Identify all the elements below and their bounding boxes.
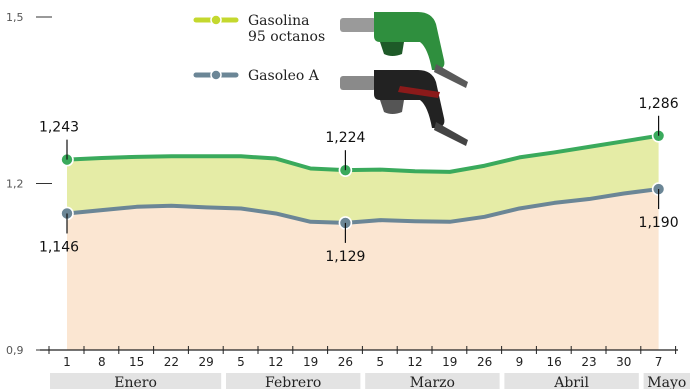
x-tick-label: 19 (303, 355, 318, 369)
x-tick-label: 19 (442, 355, 457, 369)
x-tick-label: 7 (655, 355, 663, 369)
x-tick-label: 8 (98, 355, 106, 369)
x-tick-label: 16 (547, 355, 562, 369)
x-tick-label: 1 (63, 355, 71, 369)
legend: Gasolina 95 octanos Gasoleo A (193, 13, 325, 84)
y-tick-label: 1,2 (6, 178, 24, 191)
x-tick-label: 26 (338, 355, 353, 369)
legend-gasolina-label-2: 95 octanos (248, 29, 325, 45)
data-label: 1,286 (639, 96, 679, 112)
legend-gasolina-label-1: Gasolina (248, 13, 309, 29)
y-tick-label: 0,9 (6, 344, 24, 357)
data-label: 1,190 (639, 215, 679, 231)
x-tick-label: 15 (129, 355, 144, 369)
month-band (504, 373, 639, 389)
month-label: Marzo (410, 375, 455, 389)
x-tick-label: 30 (616, 355, 631, 369)
area-below-gasoleo (67, 189, 659, 350)
month-label: Enero (114, 375, 157, 389)
x-tick-label: 5 (237, 355, 245, 369)
legend-gasolina-marker (210, 14, 222, 26)
fuel-nozzle-black-icon (340, 70, 468, 146)
fuel-nozzle-green-icon (340, 12, 468, 88)
x-tick-label: 26 (477, 355, 492, 369)
month-band (643, 373, 690, 389)
y-tick-label: 1,5 (6, 11, 24, 24)
data-label: 1,243 (39, 120, 79, 136)
month-label: Mayo (647, 375, 686, 389)
line-gasoleo (65, 187, 661, 225)
data-label: 1,224 (325, 130, 365, 146)
month-band (50, 373, 222, 389)
month-label: Febrero (265, 375, 321, 389)
chart-data-labels: 1,243 1,224 1,286 1,146 1,129 1,190 (39, 96, 679, 265)
legend-gasoleo-marker (210, 69, 222, 81)
data-label: 1,146 (39, 239, 79, 255)
x-tick-label: 23 (581, 355, 596, 369)
x-tick-label: 12 (407, 355, 422, 369)
x-tick-label: 29 (199, 355, 214, 369)
legend-gasoleo-label: Gasoleo A (248, 68, 320, 84)
x-tick-label: 5 (376, 355, 384, 369)
month-label: Abril (553, 375, 589, 389)
legend-gasoleo: Gasoleo A (193, 68, 320, 84)
month-band (365, 373, 500, 389)
chart-lines (65, 133, 661, 225)
x-tick-label: 12 (268, 355, 283, 369)
x-tick-label: 9 (516, 355, 524, 369)
chart-axes: 1,5 1,2 0,9 1 8 15 22 29 5 12 19 26 5 12 19 26 9 16 23 30 7 E… (6, 11, 690, 389)
month-band (226, 373, 361, 389)
legend-gasolina: Gasolina 95 octanos (193, 13, 325, 45)
data-label: 1,129 (325, 249, 365, 265)
line-gasolina (65, 133, 661, 174)
x-tick-label: 22 (164, 355, 179, 369)
